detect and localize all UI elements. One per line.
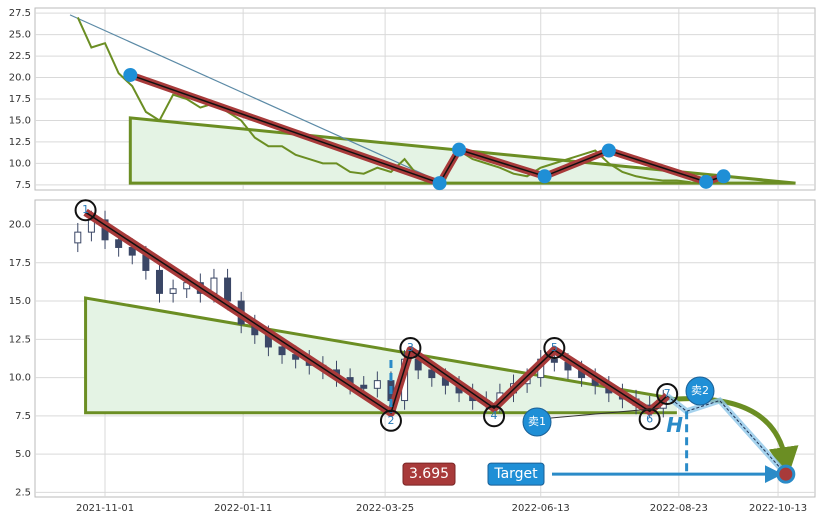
y-tick-label: 15.0	[9, 115, 31, 126]
y-tick-label: 10.0	[9, 373, 31, 384]
pivot-dot	[123, 67, 138, 82]
x-tick-label: 2022-06-13	[512, 503, 570, 514]
pivot-label: 6	[646, 412, 653, 425]
pivot-label: 3	[407, 341, 414, 354]
y-tick-label: 15.0	[9, 296, 31, 307]
x-tick-label: 2022-08-23	[650, 503, 708, 514]
pivot-circle	[74, 199, 97, 222]
guide-line	[69, 14, 440, 182]
y-tick-label: 12.5	[9, 137, 31, 148]
x-tick-label: 2022-03-25	[356, 503, 414, 514]
pivot-label: 7	[664, 387, 671, 400]
candle-body	[428, 369, 436, 379]
sell-link	[550, 407, 660, 419]
pivot-circle	[543, 337, 566, 360]
candle-body	[373, 380, 381, 389]
sell-1-label: 卖1	[528, 415, 546, 428]
y-tick-label: 7.5	[15, 411, 31, 422]
y-tick-label: 10.0	[9, 158, 31, 169]
candle-body	[74, 231, 82, 244]
candle-body	[550, 358, 558, 363]
pivot-label: 1	[82, 203, 89, 216]
pivot-dot	[601, 143, 616, 158]
candle-body	[224, 277, 232, 302]
y-tick-label: 27.5	[9, 8, 31, 19]
y-tick-label: 22.5	[9, 51, 31, 62]
y-tick-label: 25.0	[9, 30, 31, 41]
target-value-box	[402, 462, 456, 486]
pivot-label: 5	[551, 341, 558, 354]
pivot-circle	[399, 337, 422, 360]
target-box	[487, 462, 545, 486]
y-tick-label: 17.5	[9, 94, 31, 105]
pivot-dot	[716, 169, 731, 184]
sell-2-label: 卖2	[691, 384, 709, 397]
pivot-label: 2	[387, 414, 394, 427]
h-label: H	[666, 413, 683, 437]
candle-body	[360, 384, 368, 389]
pivot-label: 4	[491, 409, 498, 422]
candle-body	[278, 346, 286, 356]
y-tick-label: 12.5	[9, 334, 31, 345]
y-tick-label: 17.5	[9, 258, 31, 269]
triangle	[85, 297, 677, 413]
pivot-circle	[483, 405, 506, 428]
candle-body	[169, 288, 177, 294]
y-tick-label: 20.0	[9, 73, 31, 84]
triangle-edge	[84, 296, 678, 415]
candle-body	[115, 239, 123, 248]
sell-2-marker	[685, 376, 715, 406]
candle-body	[155, 269, 163, 294]
projection	[665, 393, 789, 477]
pivot-dot	[537, 169, 552, 184]
y-tick-label: 20.0	[9, 219, 31, 230]
pivot-dot	[699, 174, 714, 189]
target-label: Target	[493, 466, 538, 482]
y-tick-label: 7.5	[15, 180, 31, 191]
projection-core	[666, 395, 787, 475]
y-tick-label: 2.5	[15, 487, 31, 498]
pivot-circle	[379, 409, 402, 432]
target-dot	[776, 464, 796, 484]
x-tick-label: 2022-01-11	[214, 503, 272, 514]
x-tick-label: 2022-10-13	[749, 503, 807, 514]
bottom-panel	[34, 199, 816, 498]
sell-1-marker	[522, 407, 552, 437]
pivot-circle	[656, 382, 679, 405]
zigzag-core	[85, 211, 668, 414]
pivot-dot	[432, 176, 447, 191]
target-value: 3.695	[409, 466, 449, 482]
y-tick-label: 5.0	[15, 449, 31, 460]
x-tick-label: 2021-11-01	[76, 503, 134, 514]
price-line	[76, 17, 691, 184]
pivot-dot	[452, 142, 467, 157]
